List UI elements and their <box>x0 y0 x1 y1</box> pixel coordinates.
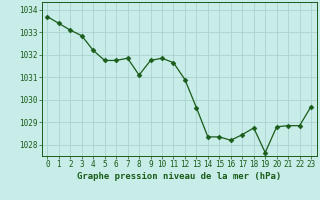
X-axis label: Graphe pression niveau de la mer (hPa): Graphe pression niveau de la mer (hPa) <box>77 172 281 181</box>
